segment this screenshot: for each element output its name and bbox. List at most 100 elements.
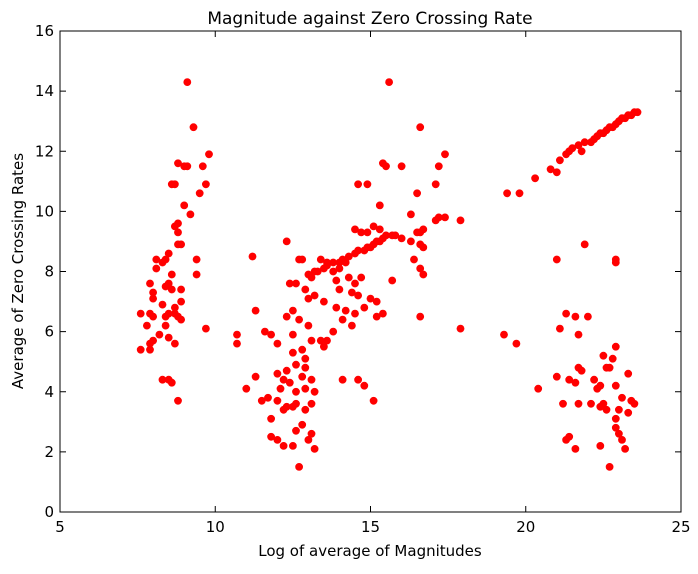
data-point xyxy=(180,201,189,210)
data-point xyxy=(360,303,369,312)
data-point xyxy=(288,441,297,450)
data-point xyxy=(596,441,605,450)
data-point xyxy=(149,312,157,321)
data-point xyxy=(195,189,204,198)
x-tick-label: 25 xyxy=(671,518,690,536)
data-point xyxy=(298,255,307,264)
data-point xyxy=(351,225,359,234)
data-point xyxy=(571,444,580,453)
data-point xyxy=(183,78,192,86)
data-point xyxy=(341,306,350,315)
data-point xyxy=(608,354,617,363)
data-point xyxy=(574,330,583,339)
data-point xyxy=(596,402,605,411)
data-point xyxy=(282,312,291,321)
data-point xyxy=(546,165,555,174)
data-point xyxy=(276,384,285,393)
data-point xyxy=(406,210,415,219)
data-point xyxy=(304,321,313,330)
data-point xyxy=(515,189,524,198)
data-point xyxy=(292,360,300,369)
data-point xyxy=(456,216,465,225)
data-point xyxy=(304,435,313,444)
x-tick-label: 5 xyxy=(55,518,65,536)
data-point xyxy=(136,309,145,318)
data-point xyxy=(295,462,303,471)
data-point xyxy=(615,429,623,438)
data-point xyxy=(568,144,577,153)
data-point xyxy=(574,399,583,408)
data-point xyxy=(136,345,145,354)
data-point xyxy=(295,315,303,324)
data-point xyxy=(419,270,428,279)
data-point xyxy=(313,267,322,276)
data-point xyxy=(288,330,297,339)
data-point xyxy=(316,255,325,264)
data-point xyxy=(341,258,350,267)
data-point xyxy=(161,282,170,291)
data-point xyxy=(347,321,356,330)
data-point xyxy=(577,147,586,156)
data-point xyxy=(170,222,179,231)
data-point xyxy=(251,306,260,315)
data-point xyxy=(621,444,629,453)
data-point xyxy=(351,279,359,288)
data-point xyxy=(360,381,369,390)
data-point xyxy=(413,189,421,198)
data-point xyxy=(580,240,589,249)
data-point xyxy=(338,375,347,384)
data-point xyxy=(285,378,294,387)
data-point xyxy=(552,168,561,177)
data-point xyxy=(279,405,288,414)
data-point xyxy=(357,273,366,282)
data-point xyxy=(174,159,182,168)
y-tick-label: 14 xyxy=(35,82,54,100)
data-point xyxy=(177,315,185,324)
data-point xyxy=(319,297,328,306)
data-point xyxy=(369,222,378,231)
data-point xyxy=(372,297,381,306)
data-point xyxy=(319,342,328,351)
data-point xyxy=(354,291,362,300)
data-point xyxy=(431,180,440,189)
data-point xyxy=(301,363,310,372)
data-point xyxy=(310,387,319,396)
chart-title: Magnitude against Zero Crossing Rate xyxy=(207,9,532,29)
data-point xyxy=(611,423,620,432)
data-point xyxy=(161,255,170,264)
data-point xyxy=(344,252,353,261)
data-point xyxy=(397,234,406,243)
data-point xyxy=(329,327,338,336)
data-point xyxy=(304,294,313,303)
data-point xyxy=(273,369,282,378)
data-point xyxy=(198,162,207,171)
data-point xyxy=(233,330,241,339)
data-point xyxy=(183,162,192,171)
data-point xyxy=(282,366,291,375)
data-point xyxy=(624,408,633,417)
data-point xyxy=(574,141,583,150)
data-point xyxy=(292,426,300,435)
data-point xyxy=(301,384,310,393)
data-point xyxy=(590,375,598,384)
data-point xyxy=(288,402,297,411)
data-point xyxy=(257,396,266,405)
data-point xyxy=(630,399,639,408)
data-point xyxy=(298,345,307,354)
data-point xyxy=(385,78,393,86)
data-point xyxy=(456,324,465,333)
data-point xyxy=(158,300,167,309)
data-point xyxy=(593,384,602,393)
data-point xyxy=(189,123,198,132)
data-point xyxy=(307,336,316,345)
data-point xyxy=(618,435,626,444)
y-tick-label: 6 xyxy=(44,323,54,341)
data-point xyxy=(251,372,260,381)
y-tick-label: 4 xyxy=(44,383,54,401)
data-point xyxy=(571,312,580,321)
data-point xyxy=(170,339,179,348)
data-point xyxy=(155,330,164,339)
data-point xyxy=(192,270,201,279)
data-point xyxy=(177,285,185,294)
data-point xyxy=(307,429,316,438)
